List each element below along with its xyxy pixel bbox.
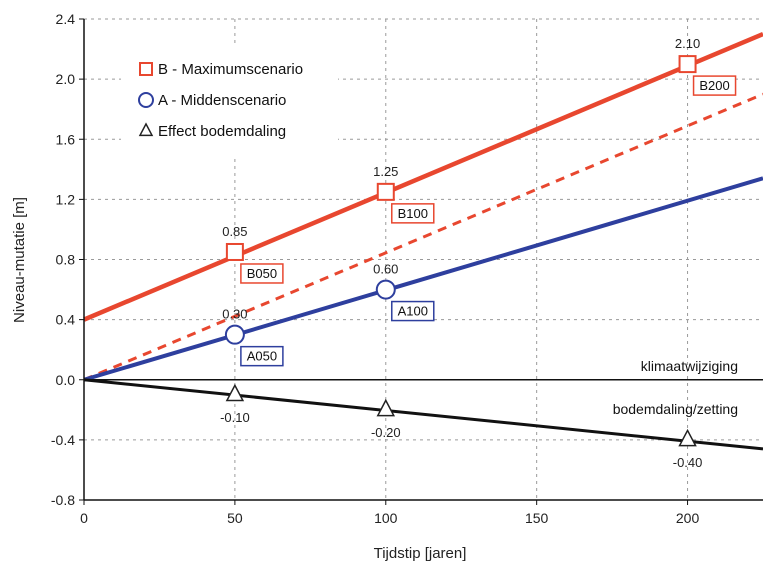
point-tag-box — [240, 263, 284, 284]
circle-marker — [138, 92, 154, 108]
annotation-klimaatwijziging: klimaatwijziging — [641, 358, 738, 374]
point-tag: B100 — [398, 206, 428, 221]
data-label: 2.10 — [675, 36, 700, 51]
x-tick-label: 150 — [525, 510, 549, 526]
legend-box — [121, 44, 338, 156]
x-axis-title: Tijdstip [jaren] — [374, 545, 467, 562]
y-tick-label: 2.4 — [56, 11, 76, 27]
y-tick-label: 0.4 — [56, 312, 76, 328]
dashed-line — [83, 92, 763, 382]
y-axis-title: Niveau-mutatie [m] — [11, 197, 28, 323]
y-tick-label: -0.8 — [51, 492, 75, 508]
square-marker — [376, 182, 395, 201]
data-label: 0.60 — [373, 262, 398, 277]
data-label: 0.30 — [222, 307, 247, 322]
point-tag-box — [391, 203, 435, 224]
series-lines — [83, 31, 763, 451]
point-tag-box — [391, 300, 435, 322]
y-tick-label: 0.8 — [56, 252, 76, 268]
x-tick-label: 100 — [374, 510, 398, 526]
y-tick-label: 0.0 — [56, 372, 76, 388]
square-marker — [139, 62, 153, 76]
data-label: -0.10 — [220, 410, 250, 425]
series-line — [83, 176, 763, 382]
triangle-marker — [376, 398, 396, 417]
triangle-marker — [225, 383, 245, 402]
y-tick-label: 2.0 — [56, 71, 76, 87]
square-marker — [678, 55, 697, 74]
legend-label: Effect bodemdaling — [158, 123, 286, 140]
point-tag: B200 — [699, 78, 729, 93]
legend-label: B - Maximumscenario — [158, 61, 303, 78]
circle-marker — [375, 279, 396, 300]
data-label: 0.85 — [222, 224, 247, 239]
data-label: 1.25 — [373, 164, 398, 179]
x-tick-label: 0 — [80, 510, 88, 526]
data-label: -0.40 — [673, 455, 703, 470]
legend: B - Maximumscenario A - Middenscenario Eff… — [121, 44, 338, 156]
y-tick-label: 1.6 — [56, 131, 76, 147]
triangle-marker — [678, 428, 697, 447]
data-label: -0.20 — [371, 425, 401, 440]
series-markers — [224, 55, 697, 447]
axes: -0.8 -0.4 0.0 0.4 0.8 1.2 1.6 2.0 2.4 0 50 100 150 20… — [51, 11, 763, 526]
point-tag: A050 — [247, 349, 277, 364]
annotation-bodemdaling: bodemdaling/zetting — [613, 401, 738, 417]
series-line — [83, 378, 763, 451]
point-tag-box — [692, 75, 737, 96]
x-tick-label: 200 — [676, 510, 700, 526]
data-labels: 0.85 B050 1.25 B100 2.10 B200 0.30 A050 0.60 A100… — [220, 36, 737, 470]
y-tick-label: 1.2 — [56, 191, 76, 207]
legend-label: A - Middenscenario — [158, 92, 286, 109]
circle-marker — [224, 324, 245, 345]
point-tag-box — [240, 345, 284, 367]
series-line — [83, 31, 763, 322]
point-tag: B050 — [247, 266, 277, 281]
y-tick-label: -0.4 — [51, 432, 75, 448]
triangle-marker — [138, 122, 154, 137]
point-tag: A100 — [398, 304, 428, 319]
square-marker — [225, 242, 244, 261]
x-tick-label: 50 — [227, 510, 243, 526]
